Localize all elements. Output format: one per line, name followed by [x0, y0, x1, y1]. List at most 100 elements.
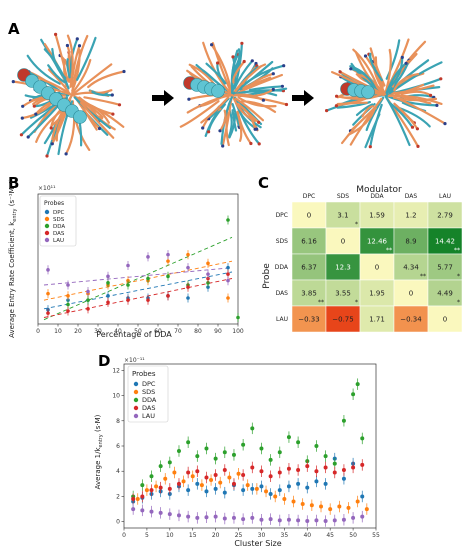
data-point-sds — [218, 480, 223, 485]
data-point-lau — [222, 516, 227, 521]
data-point-das — [360, 462, 365, 467]
surfactant-chain — [218, 109, 227, 132]
surfactant-chain — [83, 96, 121, 106]
surfactant-chain — [66, 34, 74, 88]
heatmap-value: 1.95 — [369, 290, 385, 298]
data-point-sds — [181, 479, 186, 484]
data-point-lau — [259, 517, 264, 522]
data-point-das — [106, 300, 110, 305]
data-point-sds — [346, 505, 351, 510]
legend-entry: SDS — [53, 217, 65, 223]
heatmap-value: 12.46 — [367, 238, 388, 246]
headgroup-atom — [271, 72, 275, 76]
data-point-dda — [158, 464, 163, 469]
data-point-lau — [206, 272, 210, 276]
data-point-dpc — [186, 488, 191, 493]
probe-bead — [73, 110, 87, 124]
legend-entry: DPC — [142, 380, 156, 388]
headgroup-atom — [334, 104, 338, 108]
surfactant-chain — [248, 85, 284, 92]
headgroup-atom — [325, 109, 329, 113]
headgroup-atom — [240, 41, 244, 45]
data-point-lau — [323, 519, 328, 524]
headgroup-atom — [54, 32, 58, 37]
heatmap-value: 0 — [409, 290, 413, 298]
surfactant-chain — [83, 102, 110, 124]
data-point-lau — [231, 515, 236, 520]
headgroup-atom — [404, 61, 408, 65]
x-tick-label: 40 — [303, 532, 311, 539]
heatmap-value: 5.77 — [437, 264, 453, 272]
significance-marker: * — [355, 221, 358, 228]
data-point-dpc — [360, 494, 365, 499]
headgroup-atom — [415, 127, 419, 131]
data-point-dda — [106, 281, 110, 285]
surfactant-chain — [205, 62, 227, 85]
heatmap-title: Modulator — [356, 185, 402, 195]
y-tick-label: 8 — [116, 418, 120, 425]
surfactant-chain — [71, 63, 113, 96]
headgroup-atom — [26, 135, 30, 139]
data-point-das — [305, 464, 310, 469]
legend-marker — [133, 389, 139, 395]
x-tick-label: 10 — [166, 532, 174, 539]
significance-marker: ** — [420, 273, 426, 280]
surfactant-chain — [232, 60, 274, 95]
surfactant-chain — [335, 101, 368, 107]
data-point-das — [341, 467, 346, 472]
heatmap-value: 3.55 — [335, 290, 351, 298]
surfactant-chain — [385, 62, 408, 94]
surfactant-chain — [243, 72, 275, 91]
data-point-dpc — [213, 486, 218, 491]
data-point-sds — [144, 488, 149, 493]
legend-title: Probes — [44, 200, 64, 207]
heatmap-cell — [359, 279, 395, 307]
heatmap-column-label: DDA — [370, 193, 384, 200]
headgroup-atom — [439, 77, 443, 81]
surfactant-chain — [388, 84, 435, 95]
x-tick-label: 50 — [349, 532, 357, 539]
data-point-dda — [236, 315, 240, 320]
heatmap-value: 0 — [307, 212, 311, 220]
surfactant-chain — [356, 73, 373, 84]
heatmap-cell — [325, 227, 361, 255]
data-point-dda — [195, 454, 200, 459]
data-point-lau — [305, 519, 310, 524]
surfactant-chain — [80, 101, 115, 139]
heatmap-value: 12.3 — [335, 264, 351, 272]
data-point-dda — [140, 483, 145, 488]
x-tick-label: 25 — [235, 532, 243, 539]
surfactant-chain — [387, 56, 404, 89]
data-point-dda — [213, 456, 218, 461]
heatmap-value: 1.71 — [369, 316, 385, 324]
surfactant-chain — [79, 99, 104, 120]
surfactant-chain — [179, 100, 220, 128]
data-point-dda — [351, 392, 356, 397]
data-point-lau — [296, 518, 301, 523]
data-point-dpc — [222, 490, 227, 495]
data-point-dda — [231, 452, 236, 457]
surfactant-chain — [364, 113, 381, 149]
data-point-sds — [328, 507, 333, 512]
surfactant-chain — [335, 93, 383, 100]
data-point-sds — [254, 486, 259, 491]
heatmap-value: −0.34 — [400, 316, 422, 324]
heatmap-cell — [325, 201, 361, 229]
x-tick-label: 60 — [154, 328, 162, 335]
data-point-lau — [351, 515, 356, 520]
data-point-das — [186, 285, 190, 289]
data-point-dda — [222, 450, 227, 455]
probe-bead — [361, 85, 375, 99]
heatmap-cell — [291, 279, 327, 307]
headgroup-atom — [284, 102, 289, 107]
data-point-das — [213, 473, 218, 478]
headgroup-atom — [122, 69, 126, 74]
heatmap-cell — [393, 253, 429, 281]
headgroup-atom — [338, 70, 342, 74]
data-point-dpc — [106, 294, 110, 298]
data-point-sds — [172, 470, 177, 475]
legend-entry: LAU — [53, 238, 64, 244]
y-tick-label: 4 — [116, 468, 120, 475]
data-point-das — [277, 470, 282, 475]
headgroup-atom — [50, 142, 54, 146]
